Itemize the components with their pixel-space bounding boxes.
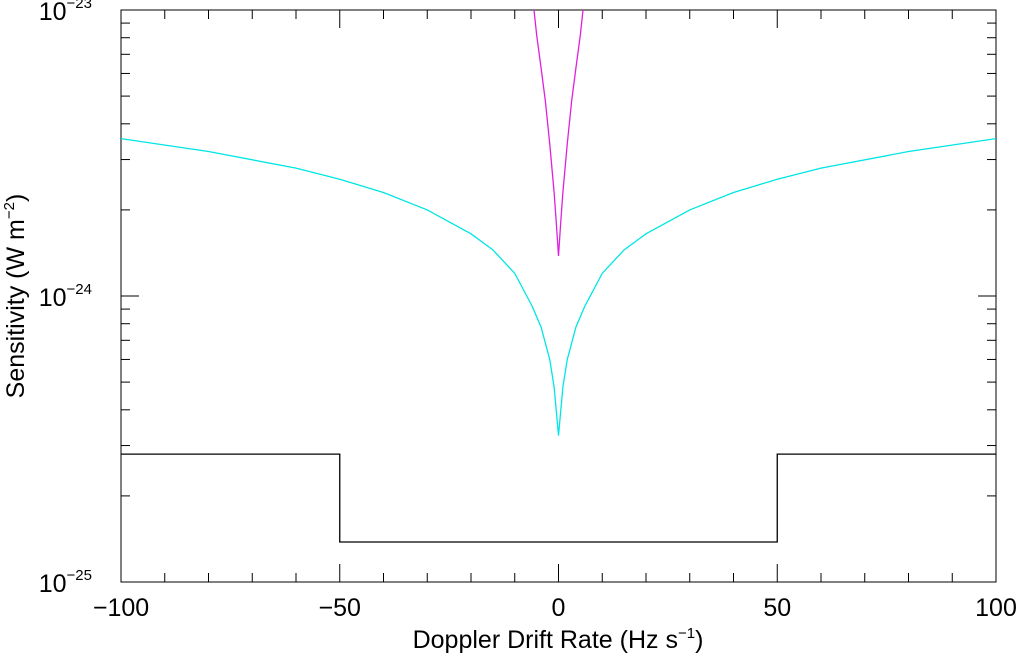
y-tick-base: 10 [39, 570, 67, 598]
plot-area [121, 10, 996, 543]
y-tick-label: 10−24 [39, 281, 92, 312]
x-tick-label: 0 [552, 594, 566, 622]
y-title-sup: −2 [1, 202, 18, 219]
y-tick-exponent: −25 [67, 567, 92, 584]
data-line [121, 137, 996, 436]
x-tick-label: 50 [763, 594, 791, 622]
x-tick-label: −50 [319, 594, 361, 622]
y-title-after: ) [2, 194, 30, 202]
x-axis-title: Doppler Drift Rate (Hz s−1) [413, 625, 704, 654]
y-tick-base: 10 [39, 0, 67, 26]
data-line [533, 10, 584, 257]
y-title-text: Sensitivity (W m [2, 219, 30, 398]
x-tick-label: −100 [93, 594, 149, 622]
y-tick-label: 10−23 [39, 0, 92, 26]
x-title-after: ) [695, 626, 703, 654]
y-tick-exponent: −24 [67, 281, 92, 298]
data-line [121, 453, 996, 543]
x-title-text: Doppler Drift Rate (Hz s [413, 626, 678, 654]
y-tick-exponent: −23 [67, 0, 92, 12]
plot-frame [120, 9, 997, 583]
y-axis-title: Sensitivity (W m−2) [1, 194, 30, 399]
y-tick-base: 10 [39, 284, 67, 312]
x-tick-label: 100 [975, 594, 1017, 622]
y-tick-label: 10−25 [39, 567, 92, 598]
x-title-sup: −1 [678, 625, 695, 642]
